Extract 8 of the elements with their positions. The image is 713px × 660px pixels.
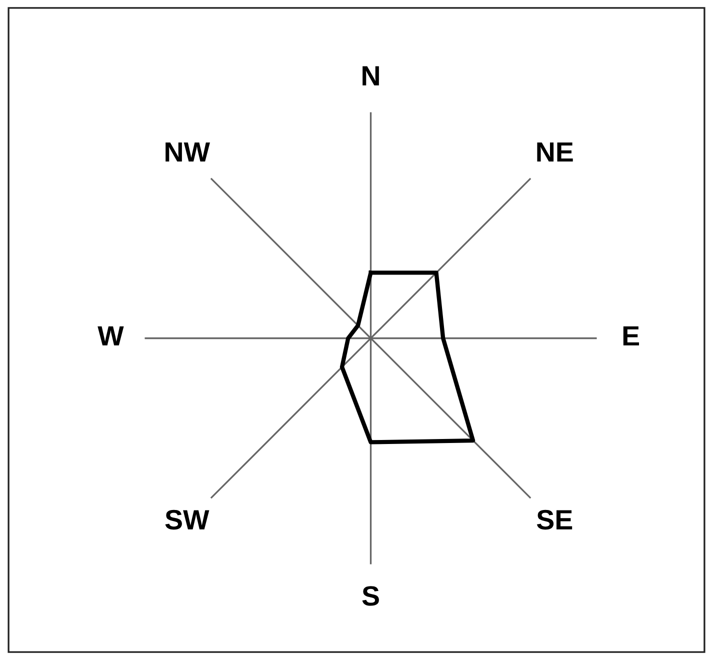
spoke-label: NW <box>166 142 210 162</box>
spoke-label: SE <box>536 510 572 530</box>
spoke-label: S <box>362 586 379 606</box>
spoke-label: E <box>623 326 639 346</box>
spoke-label: N <box>362 66 379 86</box>
spoke-label: W <box>98 326 124 346</box>
spoke-label: SW <box>165 510 210 530</box>
spoke-label: NE <box>537 142 573 162</box>
